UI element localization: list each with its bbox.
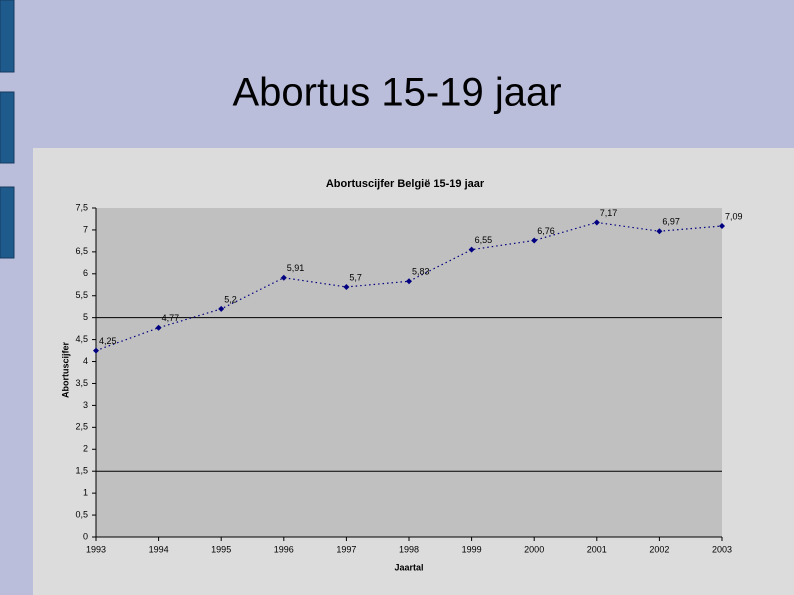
- y-tick-label: 6: [83, 268, 88, 278]
- data-label: 7,09: [725, 211, 743, 221]
- data-label: 6,76: [537, 226, 555, 236]
- data-label: 5,83: [412, 267, 430, 277]
- data-label: 7,17: [600, 208, 618, 218]
- data-point: [656, 228, 663, 235]
- y-tick-label: 4,5: [75, 334, 88, 344]
- y-tick-label: 1: [83, 488, 88, 498]
- decor-bar: [0, 186, 15, 259]
- data-label: 6,55: [475, 235, 493, 245]
- y-tick-label: 3,5: [75, 378, 88, 388]
- data-label: 4,25: [99, 336, 117, 346]
- y-tick-label: 6,5: [75, 246, 88, 256]
- y-tick-label: 2: [83, 444, 88, 454]
- y-tick-label: 1,5: [75, 466, 88, 476]
- y-tick-label: 7: [83, 224, 88, 234]
- y-tick-label: 7,5: [75, 202, 88, 212]
- data-point: [719, 222, 725, 229]
- x-tick-label: 1997: [336, 544, 356, 554]
- data-point: [218, 305, 225, 312]
- slide-title: Abortus 15-19 jaar: [232, 71, 561, 115]
- x-tick-label: 2003: [712, 544, 732, 554]
- data-label: 4,77: [162, 313, 180, 323]
- y-tick-label: 5,5: [75, 290, 88, 300]
- data-point: [593, 219, 600, 226]
- x-tick-label: 1995: [211, 544, 231, 554]
- data-point: [280, 274, 287, 281]
- data-point: [468, 246, 475, 253]
- data-label: 5,91: [287, 263, 305, 273]
- data-label: 6,97: [662, 217, 680, 227]
- x-tick-label: 1993: [86, 544, 106, 554]
- y-tick-label: 4: [83, 356, 88, 366]
- data-point: [155, 324, 162, 331]
- data-label: 5,2: [224, 294, 237, 304]
- decor-bar: [0, 91, 15, 164]
- x-tick-label: 2001: [587, 544, 607, 554]
- x-tick-label: 1994: [149, 544, 169, 554]
- y-axis-title: Abortuscijfer: [60, 342, 70, 399]
- x-tick-label: 1999: [462, 544, 482, 554]
- x-tick-label: 1998: [399, 544, 419, 554]
- y-tick-label: 0,5: [75, 509, 88, 519]
- plot-area: [96, 208, 722, 537]
- y-tick-label: 0: [83, 531, 88, 541]
- data-point: [93, 347, 99, 354]
- y-tick-label: 2,5: [75, 422, 88, 432]
- x-tick-label: 2000: [524, 544, 544, 554]
- data-point: [343, 283, 350, 290]
- data-label: 5,7: [349, 272, 362, 282]
- data-point: [531, 237, 538, 244]
- data-point: [406, 278, 412, 285]
- x-axis-title: Jaartal: [394, 562, 423, 572]
- x-tick-label: 1996: [274, 544, 294, 554]
- x-tick-label: 2002: [649, 544, 669, 554]
- y-tick-label: 5: [83, 312, 88, 322]
- decor-bar: [0, 0, 15, 73]
- chart-title: Abortuscijfer België 15-19 jaar: [326, 178, 485, 190]
- y-tick-label: 3: [83, 400, 88, 410]
